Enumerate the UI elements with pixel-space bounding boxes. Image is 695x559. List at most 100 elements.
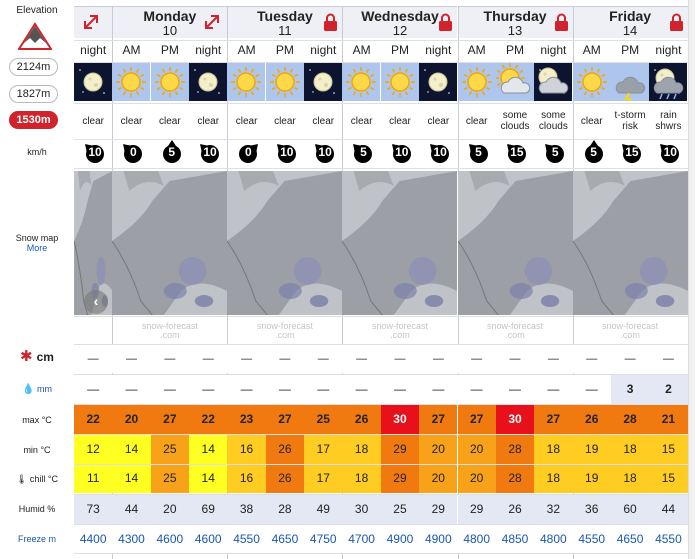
humidity-cell: 73 (74, 494, 113, 524)
weather-description: rain shwrs (655, 110, 682, 132)
snowflake-icon: ✱ (20, 348, 33, 365)
snow-cell: — (74, 345, 113, 373)
snow-cell: — (227, 345, 266, 373)
chill-temp-cell: 18 (534, 464, 573, 493)
snow-map-title: Snow map (15, 233, 59, 243)
day-name: Friday (609, 8, 652, 24)
weather-description: clear (580, 115, 603, 127)
humidity-cell: 25 (380, 494, 420, 524)
min-temp-cell: 14 (189, 435, 228, 464)
chill-temp-cell: 29 (380, 464, 420, 493)
map-watermark-line: snow-forecast (256, 321, 313, 331)
wind-indicator: 10 (419, 140, 457, 166)
humidity-cell: 20 (150, 494, 190, 524)
row-separator (74, 139, 695, 140)
freezing-level-cell: 4300 (112, 525, 151, 553)
sun-icon (380, 63, 419, 101)
rain-cell: — (227, 375, 266, 404)
weather-description: t-storm risk (614, 110, 646, 132)
wind-indicator: 5 (573, 140, 611, 166)
humidity-cell: 29 (457, 494, 496, 524)
scroll-left-button[interactable]: ‹ (84, 290, 108, 314)
wind-indicator: 10 (304, 140, 342, 166)
freezing-level-cell: 4900 (419, 525, 458, 553)
humidity-cell: 38 (227, 494, 266, 524)
expand-icon[interactable] (203, 13, 221, 31)
map-watermark-line: .com (505, 330, 525, 340)
min-temp-cell: 28 (495, 435, 535, 464)
chill-temp-cell: 26 (265, 464, 305, 493)
snow-cell: — (534, 345, 573, 373)
elevation-top-button[interactable]: 2124m (9, 58, 58, 76)
weather-description: some clouds (538, 110, 568, 132)
map-watermark: snow-forecast .com (227, 316, 342, 343)
rain-cell: — (304, 375, 343, 404)
moon-night-icon (304, 63, 343, 101)
chill-temp-cell: 18 (610, 464, 650, 493)
rain-cell: — (380, 375, 420, 404)
rain-night-icon (649, 63, 688, 101)
freezing-level-cell: 4650 (610, 525, 650, 553)
rain-unit-label: mm (36, 384, 52, 394)
wind-speed: 10 (663, 145, 677, 159)
wind-arrow-icon (315, 144, 335, 163)
snow-cell: — (265, 345, 305, 373)
min-temp-cell: 18 (534, 435, 573, 464)
wind-arrow-icon (430, 144, 450, 163)
wind-arrow-icon (391, 144, 411, 163)
elevation-mid-button[interactable]: 1827m (9, 85, 58, 103)
elevation-bottom-button[interactable]: 1530m (9, 111, 58, 129)
expand-icon[interactable] (82, 13, 100, 31)
day-header: Friday 14 (572, 6, 688, 38)
humidity-cell: 29 (419, 494, 458, 524)
time-slot-label: PM (621, 43, 640, 57)
freezing-level-cell: 4550 (227, 525, 266, 553)
snow-cell: — (457, 345, 496, 373)
lock-icon[interactable] (554, 13, 569, 31)
rain-cell: — (150, 375, 190, 404)
freezing-level-cell: 4800 (457, 525, 496, 553)
chill-temp-cell: 28 (495, 464, 535, 493)
humidity-cell: 44 (112, 494, 151, 524)
max-temp-cell: 26 (572, 405, 611, 434)
chill-temp-cell: 14 (112, 464, 151, 493)
wind-arrow-icon (506, 144, 526, 163)
row-separator (74, 404, 695, 405)
france-snow-map (572, 171, 688, 315)
wind-speed: 5 (475, 145, 482, 159)
lock-icon[interactable] (438, 13, 453, 31)
weather-description: clear (350, 115, 373, 127)
chill-temp-cell: 15 (649, 464, 688, 493)
day-header: Thursday 13 (457, 6, 573, 38)
wind-arrow-icon (621, 144, 641, 163)
moon-cloud-icon (534, 63, 573, 101)
weather-description: some clouds (500, 110, 530, 132)
rain-cell: — (74, 375, 113, 404)
chill-temp-cell: 18 (342, 464, 381, 493)
wind-speed: 0 (130, 145, 137, 159)
snow-map-more-link[interactable]: More (26, 243, 48, 253)
lock-icon[interactable] (669, 13, 684, 31)
vertical-scrollbar[interactable] (688, 0, 695, 559)
snow-cell: — (610, 345, 650, 373)
freezing-level-cell: 4600 (189, 525, 228, 553)
chill-temp-cell: 20 (419, 464, 458, 493)
snow-cell: — (495, 345, 535, 373)
time-slot-label: AM (582, 43, 601, 57)
snow-unit-label: cm (36, 350, 54, 364)
wind-indicator: 5 (342, 140, 380, 166)
day-name: Tuesday (257, 8, 313, 24)
rain-cell: — (342, 375, 381, 404)
snow-cell: — (304, 345, 343, 373)
min-temp-cell: 25 (150, 435, 190, 464)
moon-night-icon (74, 63, 112, 101)
row-separator (74, 103, 695, 104)
day-header: Monday 10 (112, 6, 228, 38)
weather-description: clear (82, 115, 105, 127)
lock-icon[interactable] (323, 13, 338, 31)
min-temp-cell: 14 (112, 435, 151, 464)
humidity-label: Humid % (18, 504, 56, 514)
time-slot-label: night (310, 43, 337, 57)
freezing-level-cell: 4600 (150, 525, 190, 553)
mountain-icon (18, 22, 52, 50)
